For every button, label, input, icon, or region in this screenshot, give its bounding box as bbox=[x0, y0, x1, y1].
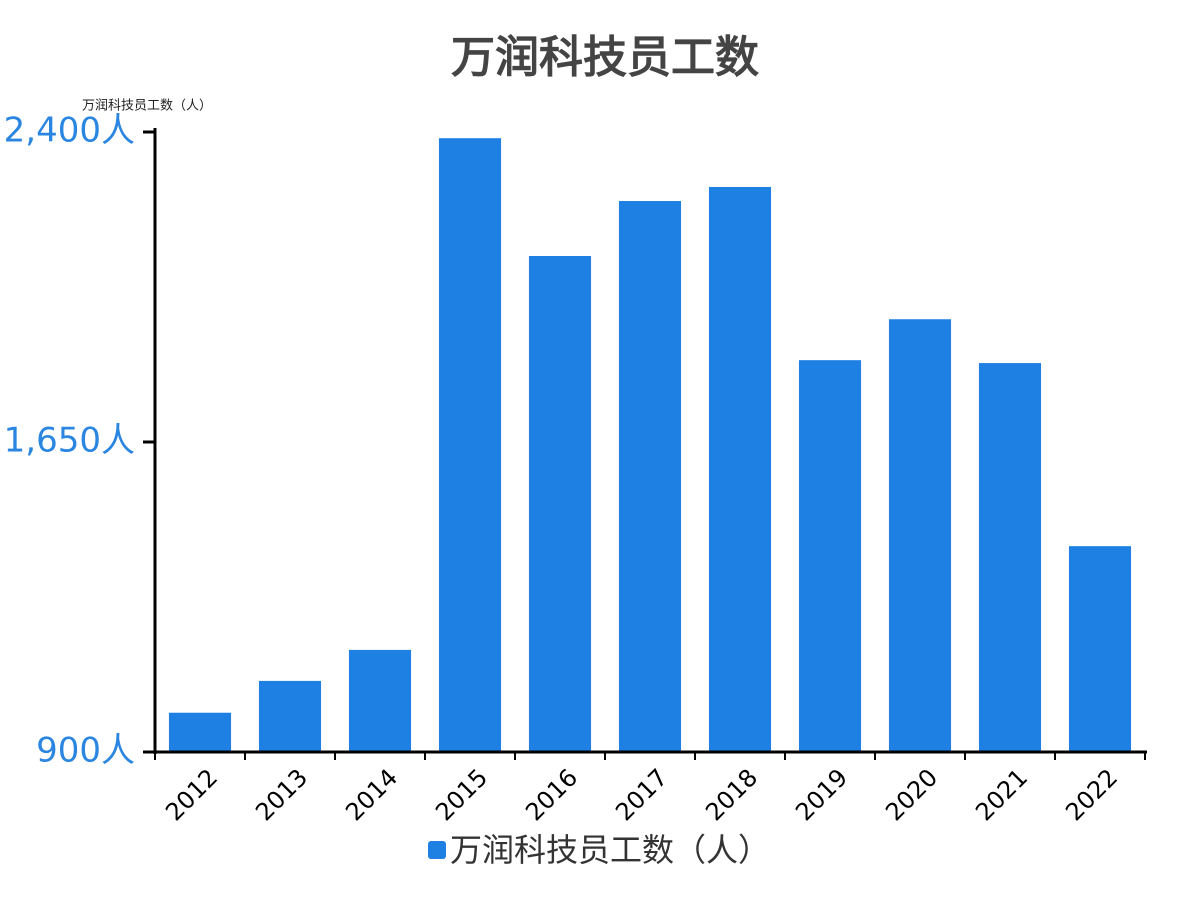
y-tick-label: 1,650人 bbox=[4, 421, 135, 461]
x-tick-label: 2012 bbox=[160, 763, 223, 826]
legend-label: 万润科技员工数（人） bbox=[450, 831, 770, 869]
x-tick-label: 2020 bbox=[880, 763, 943, 826]
bar bbox=[528, 256, 592, 752]
x-tick-label: 2015 bbox=[430, 763, 493, 826]
bar bbox=[438, 138, 502, 752]
bar bbox=[348, 649, 412, 752]
legend-swatch bbox=[428, 841, 446, 859]
bar bbox=[708, 186, 772, 752]
bar bbox=[798, 360, 862, 752]
x-tick-label: 2019 bbox=[790, 763, 853, 826]
x-tick-label: 2021 bbox=[970, 763, 1033, 826]
bar bbox=[1068, 546, 1132, 752]
chart-title: 万润科技员工数 bbox=[451, 32, 759, 83]
bar bbox=[258, 680, 322, 752]
x-tick-label: 2016 bbox=[520, 763, 583, 826]
bar bbox=[618, 201, 682, 752]
x-tick-label: 2017 bbox=[610, 763, 673, 826]
bar bbox=[978, 363, 1042, 752]
x-tick-label: 2018 bbox=[700, 763, 763, 826]
y-axis-label: 万润科技员工数（人） bbox=[82, 99, 212, 114]
x-tick-label: 2013 bbox=[250, 763, 313, 826]
bar bbox=[168, 712, 232, 752]
y-tick-label: 2,400人 bbox=[4, 111, 135, 151]
y-tick-label: 900人 bbox=[36, 731, 135, 771]
bar bbox=[888, 319, 952, 752]
x-tick-label: 2014 bbox=[340, 763, 403, 826]
x-tick-label: 2022 bbox=[1060, 763, 1123, 826]
